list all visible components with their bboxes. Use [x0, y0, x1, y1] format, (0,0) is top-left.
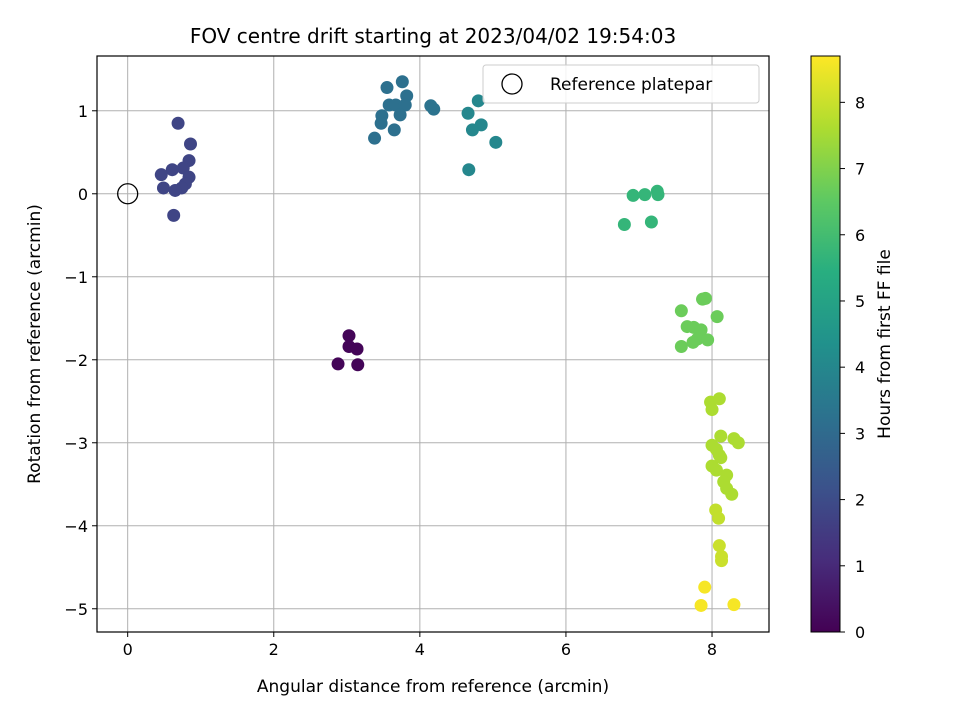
data-point [674, 339, 688, 353]
x-axis-ticks: 0 2 4 6 8 [123, 632, 717, 659]
y-tick-label: −4 [64, 517, 88, 536]
x-tick-label: 4 [415, 640, 425, 659]
x-tick-label: 2 [269, 640, 279, 659]
data-point [331, 357, 345, 371]
data-point [698, 291, 712, 305]
data-point [638, 188, 652, 202]
data-point [651, 188, 665, 202]
data-point [674, 304, 688, 318]
data-point [461, 106, 475, 120]
data-point [714, 451, 728, 465]
data-point [686, 335, 700, 349]
colorbar-tick-label: 2 [855, 491, 865, 510]
data-point [489, 135, 503, 149]
x-tick-label: 6 [561, 640, 571, 659]
data-point [725, 487, 739, 501]
data-point [395, 75, 409, 89]
plot-frame [96, 55, 770, 633]
data-point [712, 511, 726, 525]
colorbar-tick-label: 7 [855, 160, 865, 179]
colorbar-tick-label: 6 [855, 226, 865, 245]
y-tick-label: −1 [64, 268, 88, 287]
data-point [714, 429, 728, 443]
x-tick-label: 8 [707, 640, 717, 659]
data-point [351, 358, 365, 372]
data-point [698, 580, 712, 594]
data-point [389, 98, 403, 112]
data-point [617, 217, 631, 231]
grid-lines [97, 56, 769, 632]
data-point [350, 342, 364, 356]
data-point [709, 463, 723, 477]
data-point [727, 598, 741, 612]
data-point [705, 403, 719, 417]
x-tick-label: 0 [123, 640, 133, 659]
colorbar-tick-label: 1 [855, 557, 865, 576]
data-point [368, 131, 382, 145]
y-axis-label: Rotation from reference (arcmin) [25, 204, 45, 484]
colorbar: 0 1 2 3 4 5 6 7 8 Hours from first FF file [810, 55, 895, 642]
data-point [154, 168, 168, 182]
data-point [462, 163, 476, 177]
y-tick-label: −2 [64, 351, 88, 370]
data-point [342, 329, 356, 343]
data-points [154, 75, 745, 612]
y-tick-label: −5 [64, 600, 88, 619]
chart-title: FOV centre drift starting at 2023/04/02 … [190, 24, 676, 48]
colorbar-tick-label: 5 [855, 292, 865, 311]
colorbar-tick-label: 4 [855, 358, 865, 377]
data-point [471, 94, 485, 108]
data-point [165, 163, 179, 177]
colorbar-gradient [810, 55, 841, 633]
reference-marker [117, 183, 139, 205]
legend-box [482, 64, 760, 104]
data-point [398, 98, 412, 112]
data-point [183, 137, 197, 151]
data-point [167, 208, 181, 222]
data-point [644, 215, 658, 229]
y-tick-label: 0 [78, 185, 88, 204]
legend: Reference platepar [482, 64, 760, 104]
legend-label: Reference platepar [550, 75, 712, 95]
data-point [626, 188, 640, 202]
data-point [427, 102, 441, 116]
data-point [712, 392, 726, 406]
legend-reference-marker [501, 73, 523, 95]
colorbar-tick-label: 8 [855, 93, 865, 112]
colorbar-ticks: 0 1 2 3 4 5 6 7 8 [840, 93, 865, 642]
reference-point [117, 183, 139, 205]
data-point [731, 436, 745, 450]
data-point [168, 183, 182, 197]
y-tick-label: 1 [78, 102, 88, 121]
data-point [171, 116, 185, 130]
data-point [380, 81, 394, 95]
y-axis-ticks: 1 0 −1 −2 −3 −4 −5 [64, 102, 97, 619]
x-axis-label: Angular distance from reference (arcmin) [257, 677, 609, 697]
data-point [715, 554, 729, 568]
data-point [712, 539, 726, 553]
data-point [701, 333, 715, 347]
data-point [393, 108, 407, 122]
colorbar-tick-label: 0 [855, 623, 865, 642]
data-point [710, 310, 724, 324]
colorbar-tick-label: 3 [855, 424, 865, 443]
y-tick-label: −3 [64, 434, 88, 453]
data-point [374, 116, 388, 130]
data-point [156, 181, 170, 195]
colorbar-label: Hours from first FF file [875, 249, 895, 439]
data-point [387, 123, 401, 137]
data-point [694, 598, 708, 612]
data-point [465, 123, 479, 137]
